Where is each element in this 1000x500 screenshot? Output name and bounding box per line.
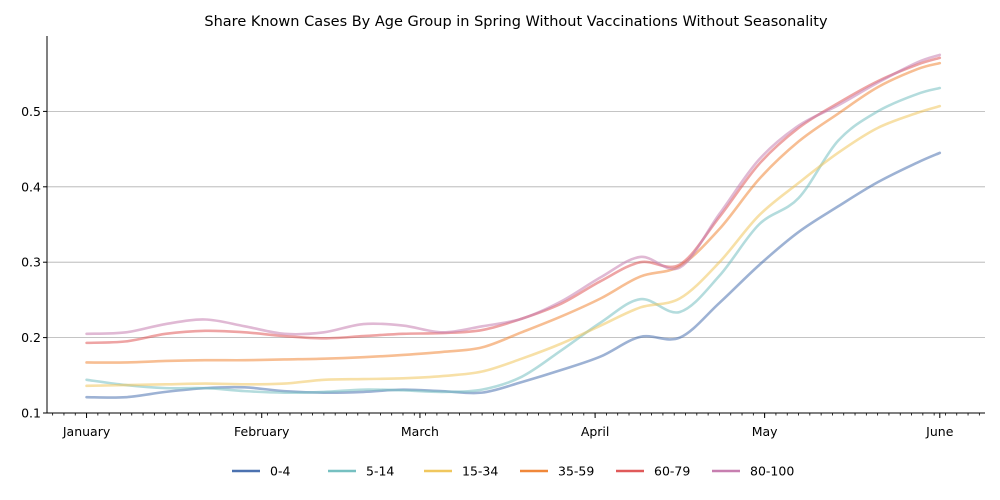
legend-label-80-100: 80-100 <box>750 464 794 479</box>
series-line-0-4 <box>85 151 942 399</box>
chart-title: Share Known Cases By Age Group in Spring… <box>204 14 828 30</box>
x-tick-label: May <box>752 424 778 439</box>
y-tick-label: 0.2 <box>21 330 41 345</box>
series-lines <box>85 53 942 399</box>
legend-label-35-59: 35-59 <box>558 464 594 479</box>
x-tick-label: June <box>925 424 954 439</box>
y-tick-label: 0.5 <box>21 104 41 119</box>
series-line-5-14 <box>85 86 942 394</box>
axes: 0.1 0.2 0.3 0.4 0.5 January February March April… <box>21 36 985 439</box>
x-tick-label: February <box>234 424 290 439</box>
legend-label-5-14: 5-14 <box>366 464 394 479</box>
x-tick-label: March <box>401 424 439 439</box>
y-tick-label: 0.1 <box>21 406 41 421</box>
y-tick-label: 0.4 <box>21 179 41 194</box>
series-line-80-100 <box>85 53 942 336</box>
x-tick-label: January <box>62 424 111 439</box>
legend-label-60-79: 60-79 <box>654 464 690 479</box>
legend-label-0-4: 0-4 <box>270 464 290 479</box>
series-line-35-59 <box>85 61 942 364</box>
grid-lines <box>47 111 985 339</box>
y-tick-label: 0.3 <box>21 255 41 270</box>
legend-label-15-34: 15-34 <box>462 464 498 479</box>
x-tick-label: April <box>581 424 610 439</box>
legend: 0-4 5-14 15-34 35-59 60-79 80-100 <box>232 464 794 479</box>
series-line-15-34 <box>85 104 942 388</box>
series-line-60-79 <box>85 56 942 345</box>
